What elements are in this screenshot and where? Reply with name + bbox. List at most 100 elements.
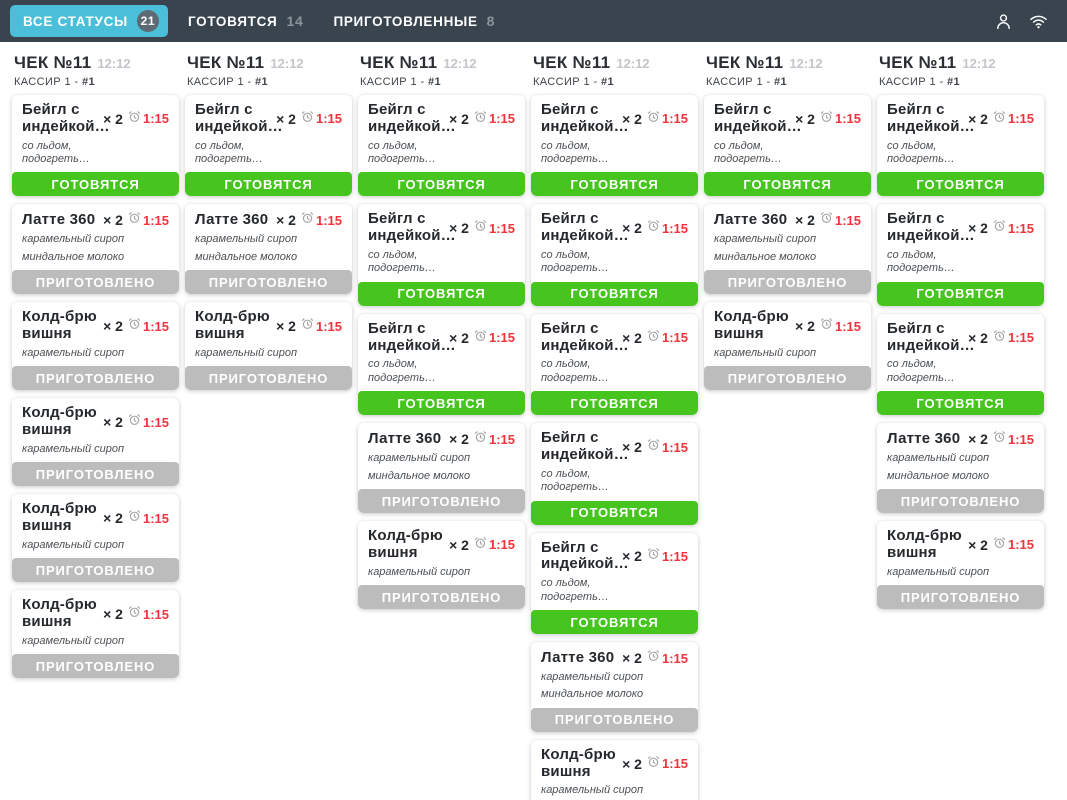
item-modifier: карамельный сироп bbox=[887, 452, 990, 465]
status-button[interactable]: ГОТОВЯТСЯ bbox=[704, 172, 871, 197]
status-button[interactable]: ПРИГОТОВЛЕНО bbox=[12, 654, 179, 679]
order-item-card: Бейгл с индейкой… × 2 1:15 со льдом, под… bbox=[358, 95, 525, 197]
top-bar-icons bbox=[994, 12, 1049, 31]
tab-count-badge: 14 bbox=[286, 13, 304, 29]
item-quantity: × 2 bbox=[103, 212, 123, 229]
item-modifier: со льдом, подогреть… bbox=[195, 139, 263, 165]
order-item-card: Латте 360 × 2 1:15 карамельный сироп минд… bbox=[12, 204, 179, 295]
timer-value: 1:15 bbox=[661, 439, 688, 455]
item-quantity: × 2 bbox=[622, 329, 642, 346]
item-timer: 1:15 bbox=[474, 329, 515, 347]
ticket-column: ЧЕК №11 12:12 КАССИР 1 - #1 Бейгл с инде… bbox=[704, 53, 871, 391]
item-quantity: × 2 bbox=[622, 220, 642, 237]
status-button[interactable]: ГОТОВЯТСЯ bbox=[531, 172, 698, 197]
item-name: Бейгл с индейкой… bbox=[22, 101, 110, 135]
status-button[interactable]: ПРИГОТОВЛЕНО bbox=[531, 707, 698, 732]
status-button[interactable]: ПРИГОТОВЛЕНО bbox=[185, 366, 352, 391]
timer-value: 1:15 bbox=[661, 220, 688, 236]
order-item-card: Бейгл с индейкой… × 2 1:15 со льдом, под… bbox=[877, 204, 1044, 306]
item-modifier: карамельный сироп bbox=[195, 346, 298, 359]
status-button[interactable]: ГОТОВЯТСЯ bbox=[358, 281, 525, 306]
ticket-title: ЧЕК №11 bbox=[706, 53, 784, 72]
item-modifier: со льдом, подогреть… bbox=[541, 358, 609, 384]
item-quantity: × 2 bbox=[968, 329, 988, 346]
status-tab[interactable]: ПРИГОТОВЛЕННЫЕ 8 bbox=[323, 8, 505, 34]
item-name: Колд-брю вишня bbox=[22, 500, 97, 535]
alarm-clock-icon bbox=[647, 219, 660, 237]
user-icon[interactable] bbox=[994, 12, 1013, 31]
item-quantity: × 2 bbox=[103, 510, 123, 527]
ticket-column: ЧЕК №11 12:12 КАССИР 1 - #1 Бейгл с инде… bbox=[531, 53, 698, 800]
status-button[interactable]: ГОТОВЯТСЯ bbox=[877, 391, 1044, 416]
status-button[interactable]: ГОТОВЯТСЯ bbox=[358, 391, 525, 416]
status-button[interactable]: ПРИГОТОВЛЕНО bbox=[12, 270, 179, 295]
status-button[interactable]: ГОТОВЯТСЯ bbox=[358, 172, 525, 197]
status-button[interactable]: ПРИГОТОВЛЕНО bbox=[877, 489, 1044, 514]
item-timer: 1:15 bbox=[128, 413, 169, 431]
status-button[interactable]: ГОТОВЯТСЯ bbox=[531, 610, 698, 635]
ticket-column: ЧЕК №11 12:12 КАССИР 1 - #1 Бейгл с инде… bbox=[12, 53, 179, 679]
status-button[interactable]: ГОТОВЯТСЯ bbox=[12, 172, 179, 197]
item-quantity: × 2 bbox=[622, 548, 642, 565]
alarm-clock-icon bbox=[128, 110, 141, 128]
alarm-clock-icon bbox=[301, 211, 314, 229]
status-button[interactable]: ГОТОВЯТСЯ bbox=[531, 500, 698, 525]
alarm-clock-icon bbox=[993, 219, 1006, 237]
item-modifiers: карамельный сироп bbox=[22, 635, 126, 648]
status-button[interactable]: ГОТОВЯТСЯ bbox=[877, 281, 1044, 306]
item-name: Бейгл с индейкой… bbox=[368, 101, 456, 135]
ticket-column: ЧЕК №11 12:12 КАССИР 1 - #1 Бейгл с инде… bbox=[185, 53, 352, 391]
item-timer: 1:15 bbox=[474, 430, 515, 448]
status-tab[interactable]: ГОТОВЯТСЯ 14 bbox=[178, 8, 314, 34]
status-button[interactable]: ПРИГОТОВЛЕНО bbox=[358, 585, 525, 610]
wifi-icon[interactable] bbox=[1028, 12, 1049, 31]
status-button[interactable]: ГОТОВЯТСЯ bbox=[877, 172, 1044, 197]
alarm-clock-icon bbox=[993, 110, 1006, 128]
tab-count-badge: 21 bbox=[136, 10, 159, 32]
status-button[interactable]: ПРИГОТОВЛЕНО bbox=[12, 366, 179, 391]
item-timer: 1:15 bbox=[647, 329, 688, 347]
timer-value: 1:15 bbox=[315, 318, 342, 334]
item-modifier: миндальное молоко bbox=[541, 688, 644, 701]
alarm-clock-icon bbox=[647, 329, 660, 347]
status-button[interactable]: ПРИГОТОВЛЕНО bbox=[358, 489, 525, 514]
tab-count-badge: 8 bbox=[486, 13, 496, 29]
timer-value: 1:15 bbox=[142, 111, 169, 127]
item-timer: 1:15 bbox=[474, 110, 515, 128]
alarm-clock-icon bbox=[128, 211, 141, 229]
item-modifier: карамельный сироп bbox=[195, 233, 298, 246]
item-name: Латте 360 bbox=[887, 429, 961, 447]
status-button[interactable]: ПРИГОТОВЛЕНО bbox=[877, 585, 1044, 610]
item-modifier: со льдом, подогреть… bbox=[887, 358, 955, 384]
alarm-clock-icon bbox=[128, 509, 141, 527]
status-button[interactable]: ПРИГОТОВЛЕНО bbox=[12, 558, 179, 583]
order-item-card: Колд-брю вишня × 2 1:15 карамельный сиро… bbox=[12, 494, 179, 583]
status-button[interactable]: ГОТОВЯТСЯ bbox=[531, 281, 698, 306]
status-button[interactable]: ПРИГОТОВЛЕНО bbox=[185, 270, 352, 295]
item-modifier: карамельный сироп bbox=[887, 565, 990, 578]
item-name: Бейгл с индейкой… bbox=[541, 101, 629, 135]
item-modifier: миндальное молоко bbox=[887, 469, 990, 482]
order-item-card: Колд-брю вишня × 2 1:15 карамельный сиро… bbox=[877, 521, 1044, 610]
status-button[interactable]: ГОТОВЯТСЯ bbox=[531, 391, 698, 416]
item-name: Колд-брю вишня bbox=[195, 308, 270, 343]
item-quantity: × 2 bbox=[622, 755, 642, 772]
status-button[interactable]: ПРИГОТОВЛЕНО bbox=[12, 462, 179, 487]
status-button[interactable]: ПРИГОТОВЛЕНО bbox=[704, 270, 871, 295]
item-name: Колд-брю вишня bbox=[541, 745, 616, 780]
item-quantity: × 2 bbox=[968, 220, 988, 237]
status-button[interactable]: ПРИГОТОВЛЕНО bbox=[704, 366, 871, 391]
status-tab[interactable]: ВСЕ СТАТУСЫ 21 bbox=[10, 5, 168, 37]
order-item-card: Латте 360 × 2 1:15 карамельный сироп минд… bbox=[877, 423, 1044, 514]
status-button[interactable]: ГОТОВЯТСЯ bbox=[185, 172, 352, 197]
item-timer: 1:15 bbox=[128, 605, 169, 623]
order-item-card: Бейгл с индейкой… × 2 1:15 со льдом, под… bbox=[12, 95, 179, 197]
ticket-cashier: КАССИР 1 - #1 bbox=[360, 76, 442, 88]
timer-value: 1:15 bbox=[142, 318, 169, 334]
item-timer: 1:15 bbox=[647, 110, 688, 128]
alarm-clock-icon bbox=[993, 430, 1006, 448]
item-name: Колд-брю вишня bbox=[887, 527, 962, 561]
item-name: Бейгл с индейкой… bbox=[368, 210, 456, 245]
ticket-header: ЧЕК №11 12:12 КАССИР 1 - #1 bbox=[14, 53, 177, 88]
item-modifier: со льдом, подогреть… bbox=[368, 358, 436, 384]
